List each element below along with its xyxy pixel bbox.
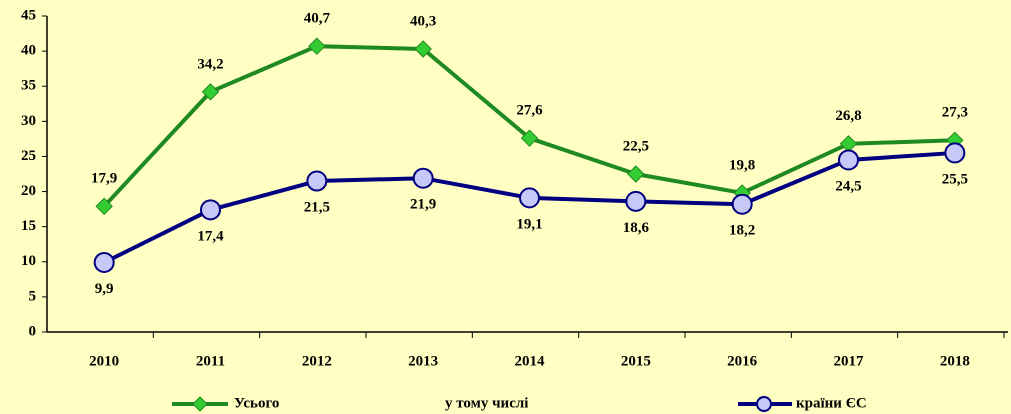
y-tick-label: 40 bbox=[21, 43, 36, 59]
legend-label: країни ЄС bbox=[796, 395, 867, 411]
y-tick-label: 35 bbox=[21, 78, 36, 94]
data-label: 21,9 bbox=[410, 197, 436, 213]
marker bbox=[93, 251, 115, 273]
marker bbox=[731, 193, 753, 215]
y-tick-label: 45 bbox=[21, 7, 36, 23]
y-tick-label: 10 bbox=[21, 253, 36, 269]
y-tick-label: 20 bbox=[21, 183, 36, 199]
marker bbox=[200, 199, 221, 221]
x-tick-label: 2011 bbox=[196, 353, 225, 369]
marker bbox=[627, 165, 645, 183]
data-label: 18,2 bbox=[729, 223, 755, 239]
data-label: 24,5 bbox=[835, 178, 861, 194]
x-tick-label: 2012 bbox=[302, 353, 332, 369]
x-tick-label: 2018 bbox=[940, 353, 970, 369]
data-label: 19,8 bbox=[729, 157, 755, 173]
marker bbox=[306, 170, 328, 192]
marker bbox=[944, 142, 966, 164]
marker bbox=[625, 190, 647, 212]
x-tick-label: 2014 bbox=[515, 353, 546, 369]
x-tick-label: 2010 bbox=[89, 353, 119, 369]
marker bbox=[308, 37, 326, 55]
marker bbox=[201, 83, 220, 101]
marker bbox=[838, 149, 859, 171]
marker bbox=[412, 167, 434, 189]
marker bbox=[519, 187, 540, 209]
marker bbox=[520, 129, 539, 147]
data-label: 27,3 bbox=[942, 105, 968, 121]
x-tick-label: 2017 bbox=[834, 353, 865, 369]
x-tick-label: 2015 bbox=[621, 353, 651, 369]
data-label: 34,2 bbox=[197, 56, 223, 72]
data-label: 40,3 bbox=[410, 13, 436, 29]
y-tick-label: 30 bbox=[21, 113, 36, 129]
y-tick-label: 25 bbox=[21, 148, 36, 164]
data-label: 17,9 bbox=[91, 171, 117, 187]
legend-label: Усього bbox=[234, 395, 279, 411]
marker bbox=[95, 197, 113, 216]
data-label: 25,5 bbox=[942, 171, 968, 187]
data-label: 26,8 bbox=[835, 108, 861, 124]
legend-text: у тому числі bbox=[445, 395, 528, 411]
marker bbox=[414, 40, 432, 58]
data-label: 22,5 bbox=[623, 138, 649, 154]
x-tick-label: 2016 bbox=[727, 353, 758, 369]
data-label: 21,5 bbox=[304, 199, 330, 215]
legend-marker bbox=[192, 396, 208, 412]
data-label: 17,4 bbox=[197, 228, 224, 244]
data-label: 19,1 bbox=[516, 216, 542, 232]
data-label: 40,7 bbox=[304, 11, 331, 27]
x-tick-label: 2013 bbox=[408, 353, 438, 369]
data-label: 27,6 bbox=[516, 103, 543, 119]
data-label: 18,6 bbox=[623, 220, 650, 236]
y-tick-label: 0 bbox=[29, 323, 37, 339]
legend-marker bbox=[756, 396, 772, 412]
y-tick-label: 5 bbox=[29, 288, 37, 304]
data-label: 9,9 bbox=[95, 281, 114, 297]
y-tick-label: 15 bbox=[21, 218, 36, 234]
